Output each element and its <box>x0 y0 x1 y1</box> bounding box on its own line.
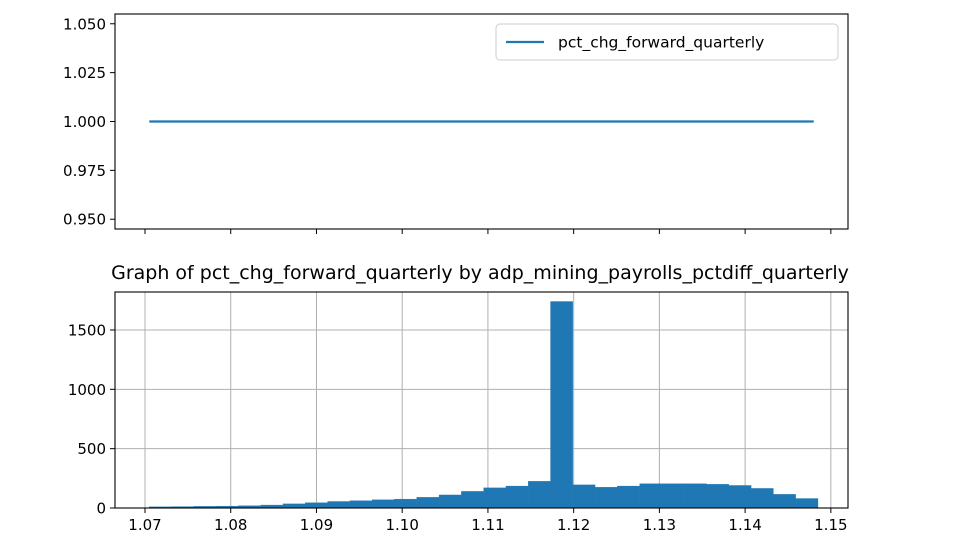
y-tick-label: 1000 <box>68 381 106 399</box>
histogram-bar <box>416 497 440 509</box>
legend-box <box>495 23 839 61</box>
histogram-bar <box>528 481 551 509</box>
histogram-bar <box>617 485 640 509</box>
x-tick-label: 1.15 <box>814 516 847 534</box>
histogram-bar <box>773 494 796 509</box>
histogram-bar <box>305 502 328 509</box>
histogram-bar <box>728 485 752 509</box>
y-tick-label: 500 <box>77 440 106 458</box>
histogram-bar <box>483 487 507 509</box>
x-tick-label: 1.11 <box>471 516 504 534</box>
y-tick-label: 0.950 <box>63 211 106 229</box>
histogram-axes: 1.07 1.08 1.09 1.10 1.11 1.12 1.13 1.14 1.15 0 500… <box>68 291 849 534</box>
histogram-bar <box>661 483 685 509</box>
histogram-bar <box>327 501 351 509</box>
histogram-bar <box>750 488 774 509</box>
histogram-bar <box>594 487 618 509</box>
plot-frame <box>114 291 849 509</box>
histogram-bar <box>550 301 573 509</box>
y-tick-label: 0.975 <box>63 162 106 180</box>
legend: pct_chg_forward_quarterly <box>495 23 839 61</box>
y-tick-label: 1.025 <box>63 64 106 82</box>
y-tick-label: 1.050 <box>63 15 106 33</box>
histogram-bar <box>394 498 417 509</box>
chart-title: Graph of pct_chg_forward_quarterly by ad… <box>111 262 849 284</box>
x-tick-label: 1.10 <box>385 516 418 534</box>
histogram-bar <box>461 491 484 509</box>
x-tick-label: 1.09 <box>300 516 333 534</box>
histogram-bar <box>505 485 529 509</box>
legend-label: pct_chg_forward_quarterly <box>558 34 764 53</box>
x-tick-label: 1.14 <box>728 516 761 534</box>
x-tick-label: 1.08 <box>214 516 247 534</box>
histogram-bar <box>349 500 373 509</box>
line-chart-axes: 0.950 0.975 1.000 1.025 1.050 pct_chg_forward… <box>63 13 849 234</box>
histogram-bar <box>684 483 707 509</box>
x-tick-label: 1.07 <box>128 516 161 534</box>
y-tick-label: 0 <box>96 500 106 518</box>
histogram-bar <box>572 484 596 509</box>
histogram-bar <box>639 483 663 509</box>
histogram-bar <box>282 503 306 509</box>
plot-frame <box>114 13 849 230</box>
x-tick-label: 1.13 <box>643 516 676 534</box>
histogram-bar <box>706 484 729 509</box>
y-tick-label: 1.000 <box>63 113 106 131</box>
histogram-bar <box>372 499 395 509</box>
histogram-bar <box>438 494 462 509</box>
y-tick-label: 1500 <box>68 321 106 339</box>
histogram-bar <box>795 498 819 509</box>
x-tick-label: 1.12 <box>557 516 590 534</box>
